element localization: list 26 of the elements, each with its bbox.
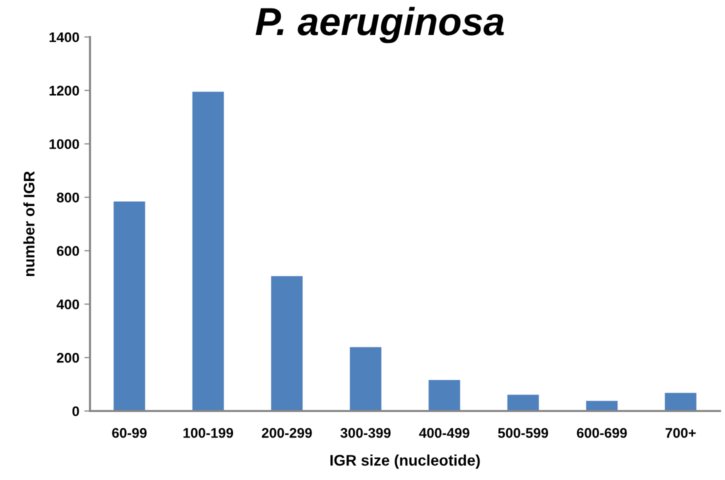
bar (507, 394, 539, 411)
x-tick-label: 300-399 (340, 428, 391, 438)
x-tick-label: 700+ (666, 428, 696, 438)
x-axis-title: IGR size (nucleotide) (330, 454, 480, 469)
y-tick-label: 600 (56, 246, 80, 256)
x-tick-label: 60-99 (112, 428, 147, 438)
bar (192, 92, 224, 411)
bar (428, 380, 460, 411)
y-tick-label: 800 (56, 192, 80, 202)
y-tick-label: 400 (56, 299, 80, 310)
bar (271, 276, 303, 411)
y-axis-title: number of IGR (23, 171, 35, 276)
y-tick-label: 200 (56, 352, 80, 363)
x-tick-label: 600-699 (576, 428, 627, 438)
x-tick-label: 100-199 (184, 428, 234, 438)
y-tick-label: 1400 (50, 32, 80, 42)
bar (350, 347, 382, 411)
x-tick-label: 500-599 (498, 428, 548, 438)
chart-title: P. aeruginosa (256, 6, 504, 44)
y-tick-label: 1000 (50, 139, 80, 150)
bar (664, 392, 696, 411)
x-tick-label: 200-299 (262, 428, 312, 438)
bar (114, 202, 146, 411)
y-tick-label: 1200 (50, 86, 80, 96)
x-tick-label: 400-499 (419, 428, 470, 438)
y-tick-label: 0 (72, 406, 80, 416)
